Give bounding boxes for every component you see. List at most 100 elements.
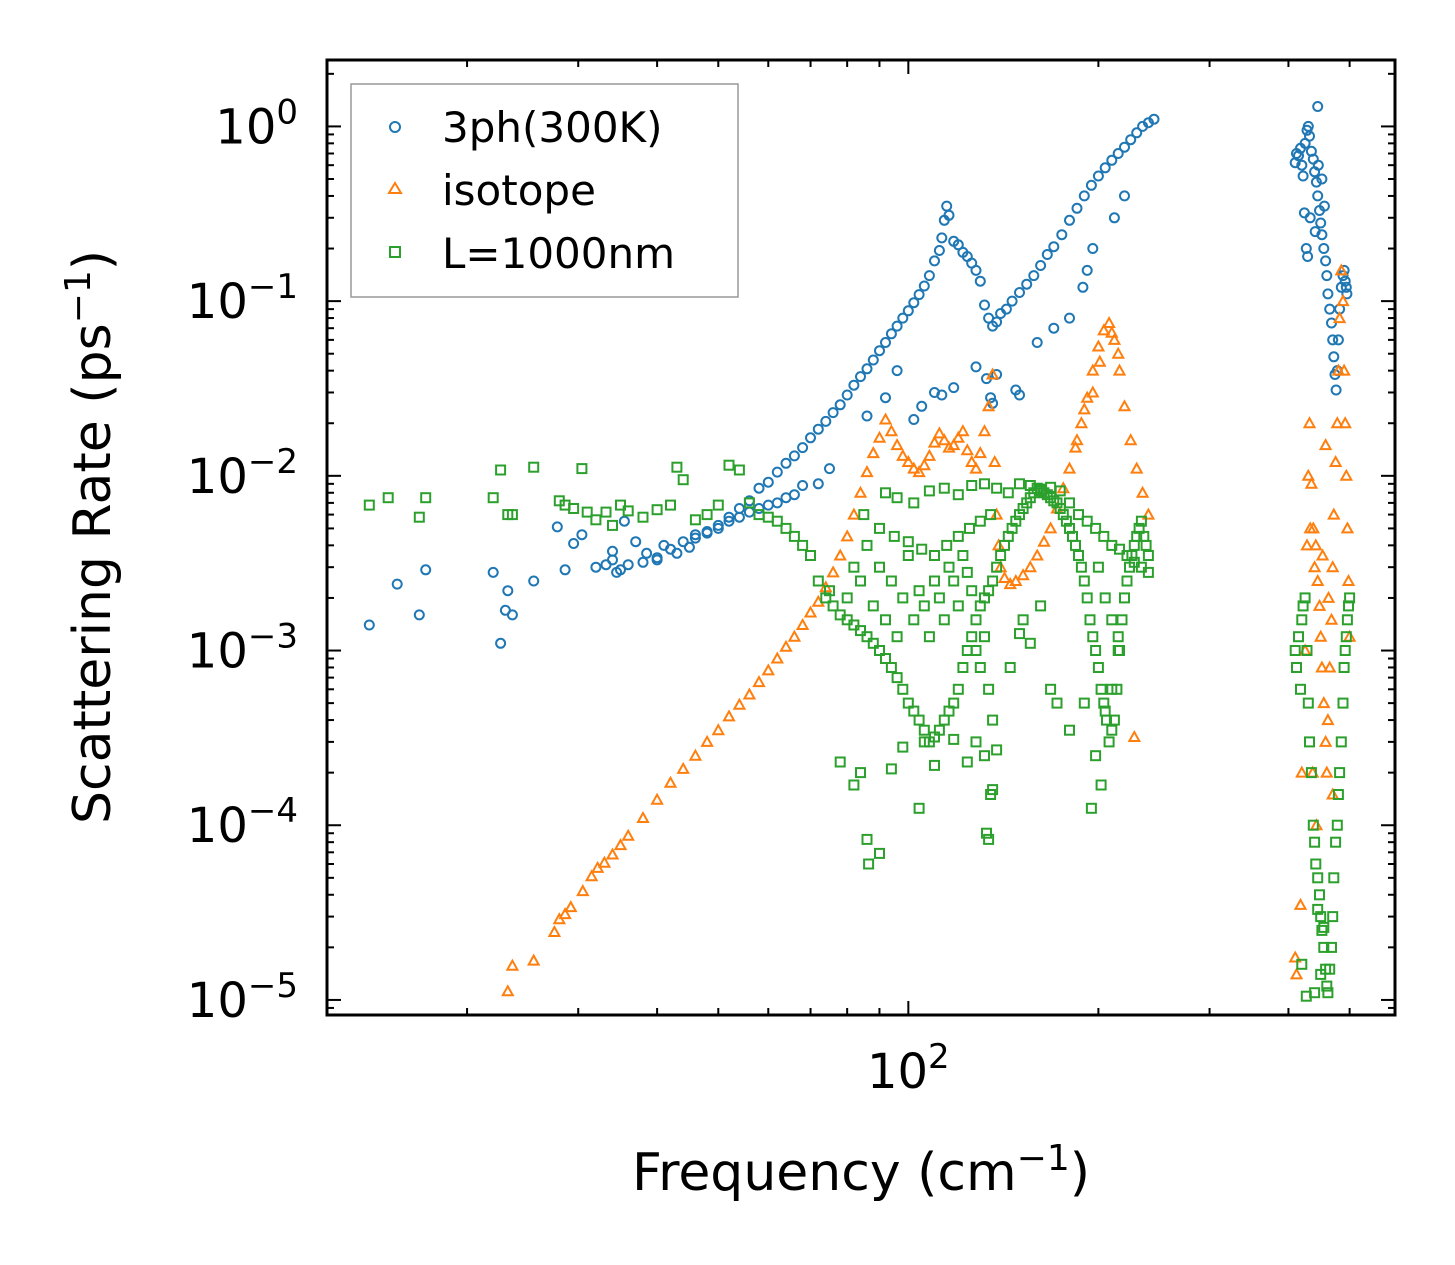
data-point xyxy=(1054,503,1066,514)
series-1 xyxy=(501,263,1357,997)
data-point xyxy=(863,858,875,870)
data-point xyxy=(908,414,920,425)
data-point xyxy=(1318,438,1333,451)
data-point xyxy=(1328,351,1340,363)
data-point xyxy=(1327,911,1339,923)
data-point xyxy=(1135,515,1147,527)
data-point xyxy=(762,511,774,523)
data-point xyxy=(1041,249,1053,260)
data-point xyxy=(1064,312,1075,324)
data-point xyxy=(1106,614,1118,626)
data-point xyxy=(723,511,735,523)
data-point xyxy=(1108,212,1120,224)
data-point xyxy=(771,466,783,478)
data-point xyxy=(916,543,928,555)
data-point xyxy=(943,561,955,573)
data-point xyxy=(861,631,873,643)
data-point xyxy=(922,448,937,461)
data-point xyxy=(952,489,964,501)
data-point xyxy=(1108,714,1120,726)
data-point xyxy=(1070,539,1081,551)
data-point xyxy=(1307,819,1319,831)
data-point xyxy=(1112,148,1124,159)
data-point xyxy=(880,653,891,664)
data-point xyxy=(770,651,784,664)
data-point xyxy=(979,299,990,311)
data-point xyxy=(413,609,425,621)
data-point xyxy=(1296,614,1308,626)
data-point xyxy=(848,561,860,573)
data-point xyxy=(981,399,996,412)
data-point xyxy=(1099,592,1111,604)
data-point xyxy=(1321,980,1333,992)
data-point xyxy=(1085,802,1097,814)
data-point xyxy=(874,561,885,573)
data-point xyxy=(1302,251,1314,262)
data-point xyxy=(1081,515,1093,527)
data-point xyxy=(1315,660,1329,673)
data-point xyxy=(1092,662,1104,673)
data-point xyxy=(820,415,832,427)
data-point xyxy=(1112,363,1127,376)
data-point xyxy=(651,552,663,564)
data-point xyxy=(663,775,678,788)
data-point xyxy=(1324,612,1339,625)
data-point xyxy=(908,497,920,509)
data-point xyxy=(743,497,755,509)
data-point xyxy=(391,578,403,590)
data-point xyxy=(991,482,1003,494)
data-point xyxy=(1112,645,1124,656)
data-point xyxy=(506,509,518,521)
data-point xyxy=(918,600,930,612)
data-point xyxy=(558,907,572,920)
data-point xyxy=(1312,903,1324,915)
data-point xyxy=(891,672,903,684)
data-point xyxy=(981,827,992,839)
data-point xyxy=(964,522,975,534)
data-point xyxy=(676,761,690,774)
data-point xyxy=(495,637,507,649)
data-point xyxy=(979,631,990,643)
data-point xyxy=(929,550,940,561)
data-point xyxy=(1326,560,1340,573)
data-point xyxy=(874,847,885,859)
data-point xyxy=(983,833,995,845)
data-point xyxy=(923,270,935,282)
data-point xyxy=(1081,592,1093,604)
data-point xyxy=(641,547,653,559)
data-point xyxy=(787,629,802,642)
data-point xyxy=(771,515,783,527)
data-point xyxy=(1124,433,1138,446)
data-point xyxy=(960,443,974,456)
data-point xyxy=(1316,173,1328,185)
data-point xyxy=(1114,543,1125,555)
data-point xyxy=(1127,729,1141,742)
data-point xyxy=(988,454,1002,467)
data-point xyxy=(805,432,816,444)
data-point xyxy=(848,619,860,631)
data-point xyxy=(803,605,818,618)
data-point xyxy=(1339,645,1351,656)
data-point xyxy=(1057,509,1069,521)
data-point xyxy=(1060,515,1072,527)
data-point xyxy=(1051,497,1063,509)
data-point xyxy=(867,600,879,612)
data-point xyxy=(506,609,518,621)
data-point xyxy=(1014,389,1025,401)
data-point xyxy=(1021,278,1033,290)
data-point xyxy=(1335,736,1347,748)
data-point xyxy=(1031,337,1043,348)
data-point xyxy=(1030,548,1044,561)
data-point xyxy=(1112,631,1124,643)
data-point xyxy=(1291,148,1302,159)
data-point xyxy=(1105,325,1119,338)
data-point xyxy=(874,645,885,656)
data-point xyxy=(890,438,904,451)
data-point xyxy=(913,585,925,597)
data-point xyxy=(933,245,945,256)
data-point xyxy=(1321,713,1335,726)
data-point xyxy=(884,424,899,437)
data-point xyxy=(1043,521,1058,534)
data-point xyxy=(1297,170,1309,182)
data-point xyxy=(502,585,514,597)
